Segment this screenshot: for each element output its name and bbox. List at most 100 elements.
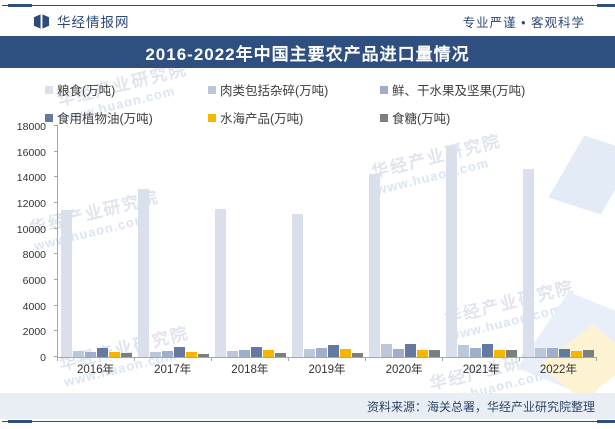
y-tick-label: 14000	[16, 172, 46, 185]
bar	[381, 344, 392, 357]
bar	[186, 351, 197, 357]
bar-group-2021年	[443, 126, 520, 357]
bar	[559, 348, 570, 357]
bar	[470, 347, 481, 357]
legend-item-3: 食用植物油(万吨)	[45, 108, 208, 127]
y-tick-label: 8000	[22, 249, 46, 262]
bar-group-2019年	[289, 126, 366, 357]
bar	[61, 209, 72, 357]
bar	[494, 349, 505, 357]
y-tick-mark	[54, 304, 58, 306]
bar	[417, 349, 428, 357]
y-tick-label: 2000	[22, 326, 46, 339]
bar	[97, 348, 108, 357]
bar	[121, 353, 132, 357]
source-note: 资料来源：海关总署，华经产业研究院整理	[366, 399, 595, 414]
bar	[138, 189, 149, 357]
bar	[535, 347, 546, 357]
bar	[162, 351, 173, 357]
bar	[227, 350, 238, 357]
y-tick-mark	[54, 227, 58, 229]
x-axis-label: 2021年	[462, 364, 500, 376]
x-axis-label: 2020年	[385, 364, 423, 376]
bar	[506, 349, 517, 357]
x-tick-mark	[364, 357, 366, 361]
y-tick-mark	[54, 330, 58, 332]
bar	[304, 349, 315, 357]
chart-title: 2016-2022年中国主要农产品进口量情况	[0, 36, 615, 68]
y-tick-label: 18000	[16, 121, 46, 133]
x-axis-label: 2016年	[77, 364, 115, 376]
y-tick-label: 10000	[16, 223, 46, 236]
bar-group-2016年	[58, 126, 135, 357]
brand: 华经情报网	[33, 11, 130, 31]
bar	[446, 145, 457, 357]
bar	[239, 349, 250, 357]
legend-swatch-icon	[45, 85, 53, 94]
bar	[393, 348, 404, 357]
bar	[352, 352, 363, 357]
x-axis-labels: 2016年 2017年 2018年 2019年 2020年 2021年 2022年	[57, 361, 597, 377]
y-tick-mark	[54, 253, 58, 255]
legend-swatch-icon	[380, 85, 388, 94]
legend-label: 鲜、干水果及坚果(万吨)	[392, 84, 526, 98]
legend-label: 水海产品(万吨)	[220, 112, 304, 126]
bar	[429, 350, 440, 357]
bar	[583, 350, 594, 357]
header: 华经情报网 专业严谨 • 客观科学	[0, 8, 615, 34]
y-tick-mark	[54, 176, 58, 178]
top-divider	[0, 3, 615, 8]
legend-label: 食用植物油(万吨)	[57, 112, 153, 126]
bar	[198, 354, 209, 357]
x-tick-mark	[442, 357, 443, 361]
legend-swatch-icon	[208, 85, 216, 94]
bar	[215, 208, 226, 357]
bar	[109, 352, 120, 357]
y-tick-mark	[54, 125, 58, 126]
bar-group-2020年	[366, 126, 443, 357]
legend-label: 肉类包括杂碎(万吨)	[220, 84, 329, 98]
x-axis-label: 2018年	[231, 364, 269, 376]
bar	[150, 351, 161, 357]
y-axis: 0 2000 4000 6000 8000 10000 12000 14000 16000 180…	[0, 121, 52, 364]
legend-item-1: 肉类包括杂碎(万吨)	[208, 80, 380, 99]
plot-area	[54, 125, 597, 361]
brand-logo-icon	[33, 13, 50, 29]
x-axis-label: 2019年	[308, 364, 346, 376]
bar	[251, 346, 262, 357]
y-tick-label: 0	[40, 352, 46, 364]
y-tick-mark	[54, 356, 58, 357]
x-axis-label: 2022年	[539, 364, 577, 376]
y-tick-label: 12000	[16, 198, 46, 210]
bar	[482, 343, 493, 357]
legend-item-2: 鲜、干水果及坚果(万吨)	[380, 80, 607, 99]
x-tick-mark	[133, 357, 135, 361]
bar	[85, 351, 96, 357]
legend-swatch-icon	[208, 113, 216, 122]
bar	[547, 347, 558, 357]
legend-label: 食糖(万吨)	[392, 112, 451, 126]
bottom-divider	[0, 419, 615, 424]
x-tick-mark	[210, 357, 212, 361]
y-tick-mark	[54, 279, 58, 280]
bar-group-2018年	[212, 126, 289, 357]
bar	[263, 350, 274, 357]
brand-name: 华经情报网	[57, 15, 130, 30]
bar	[405, 343, 416, 357]
legend-item-0: 粮食(万吨)	[45, 80, 208, 99]
y-tick-mark	[54, 202, 58, 203]
legend-item-5: 食糖(万吨)	[380, 108, 607, 127]
legend-label: 粮食(万吨)	[57, 84, 116, 98]
y-tick-label: 4000	[22, 300, 46, 313]
bar	[328, 344, 339, 357]
bar-group-2022年	[520, 126, 597, 357]
y-tick-label: 16000	[16, 146, 46, 159]
legend-swatch-icon	[380, 113, 388, 122]
x-tick-mark	[288, 357, 289, 361]
x-tick-mark	[57, 357, 58, 361]
bar	[369, 173, 380, 357]
y-tick-label: 6000	[22, 275, 46, 287]
bar	[275, 353, 286, 357]
bar	[174, 347, 185, 357]
